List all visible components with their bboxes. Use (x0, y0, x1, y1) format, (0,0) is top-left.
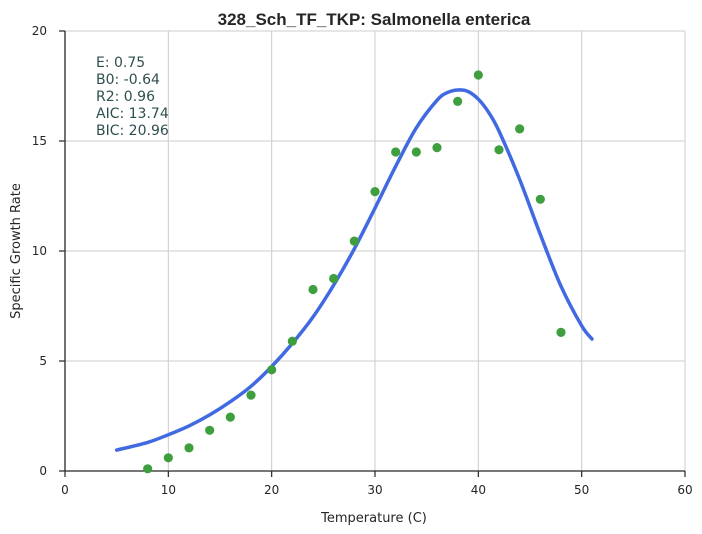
stat-line: B0: -0.64 (96, 72, 160, 88)
data-point (287, 336, 297, 346)
fit-curve (114, 88, 594, 452)
data-point (473, 70, 483, 80)
stat-line: AIC: 13.74 (96, 106, 169, 122)
data-point (184, 443, 194, 453)
y-tick-label: 20 (32, 24, 47, 38)
data-point (411, 147, 421, 157)
grid (65, 30, 686, 471)
stat-line: BIC: 20.96 (96, 123, 169, 139)
x-tick-label: 10 (161, 483, 176, 497)
data-point (432, 143, 442, 153)
data-point (225, 412, 235, 422)
x-tick-label: 40 (471, 483, 486, 497)
chart-title: 328_Sch_TF_TKP: Salmonella enterica (218, 10, 531, 29)
stat-value: 0.96 (119, 89, 155, 105)
stat-label: R2: (96, 89, 119, 105)
x-tick-label: 30 (367, 483, 382, 497)
stat-line: E: 0.75 (96, 55, 145, 71)
x-tick-label: 50 (574, 483, 589, 497)
stat-line: R2: 0.96 (96, 89, 155, 105)
x-tick-label: 0 (61, 483, 69, 497)
stat-value: 20.96 (124, 123, 169, 139)
data-point (494, 145, 504, 155)
data-point (535, 194, 545, 204)
y-axis-label: Specific Growth Rate (9, 183, 24, 319)
data-point (246, 390, 256, 400)
y-tick-label: 15 (32, 134, 47, 148)
y-tick-label: 0 (39, 464, 47, 478)
data-points-group (143, 70, 566, 474)
data-point (556, 327, 566, 337)
x-axis-label: Temperature (C) (320, 511, 427, 526)
stat-label: BIC: (96, 123, 124, 139)
y-tick-label: 5 (39, 354, 47, 368)
data-point (453, 96, 463, 106)
data-point (370, 187, 380, 197)
stat-label: E: (96, 55, 110, 71)
data-point (515, 124, 525, 134)
data-point (391, 147, 401, 157)
fit-curve-group (114, 88, 594, 452)
data-point (267, 365, 277, 375)
axes: 0 10 20 30 40 50 60 0 5 10 15 20 (32, 24, 693, 497)
stat-label: B0: (96, 72, 119, 88)
x-tick-label: 20 (264, 483, 279, 497)
data-point (143, 464, 153, 474)
x-tick-label: 60 (677, 483, 692, 497)
data-point (205, 425, 215, 435)
data-point (163, 453, 173, 463)
stat-value: -0.64 (119, 72, 160, 88)
data-point (349, 236, 359, 246)
data-point (329, 273, 339, 284)
stat-value: 13.74 (124, 106, 169, 122)
stat-value: 0.75 (110, 55, 146, 71)
y-tick-label: 10 (32, 244, 47, 258)
stat-label: AIC: (96, 106, 124, 122)
data-point (308, 284, 318, 295)
